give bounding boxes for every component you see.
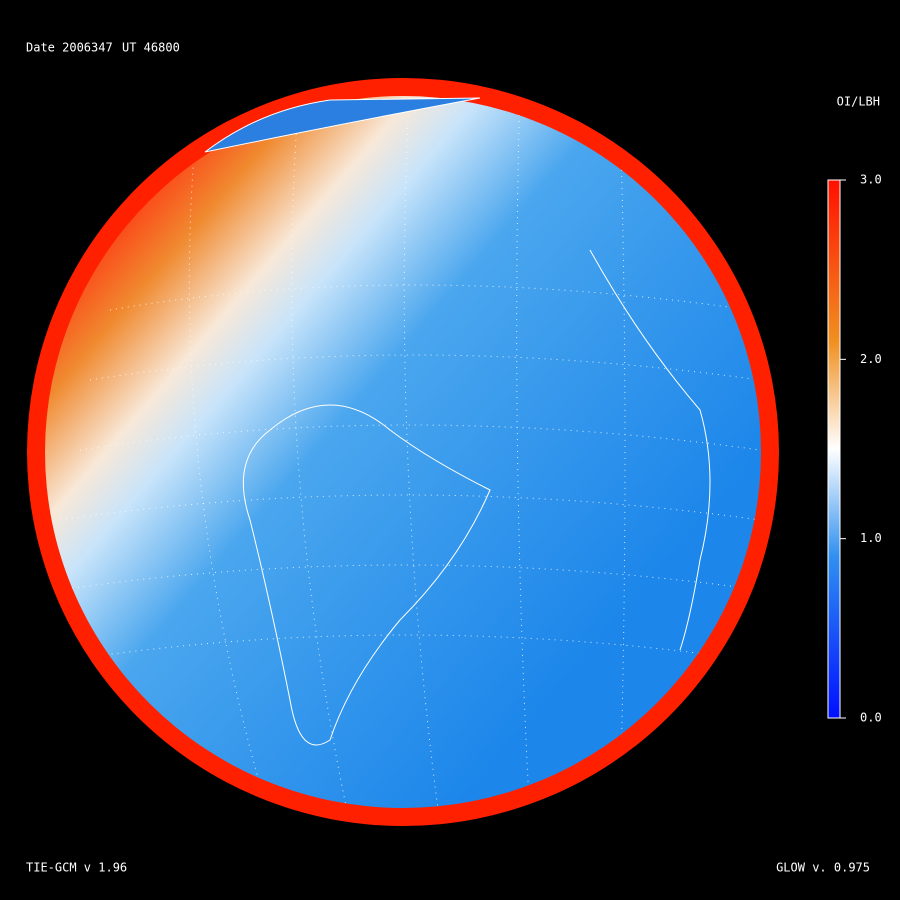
- date-label: Date 2006347: [26, 41, 113, 55]
- ut-label: UT 46800: [122, 41, 180, 55]
- tick-label: 1.0: [860, 531, 882, 545]
- glow-version: GLOW v. 0.975: [776, 861, 870, 875]
- globe: [27, 78, 779, 826]
- tick-label: 0.0: [860, 711, 882, 725]
- colorbar-ticks: 0.0 1.0 2.0 3.0: [840, 173, 882, 725]
- tick-label: 2.0: [860, 352, 882, 366]
- model-version: TIE-GCM v 1.96: [26, 861, 127, 875]
- colorbar-label: OI/LBH: [837, 95, 880, 109]
- tick-label: 3.0: [860, 173, 882, 187]
- colorbar: [827, 179, 841, 719]
